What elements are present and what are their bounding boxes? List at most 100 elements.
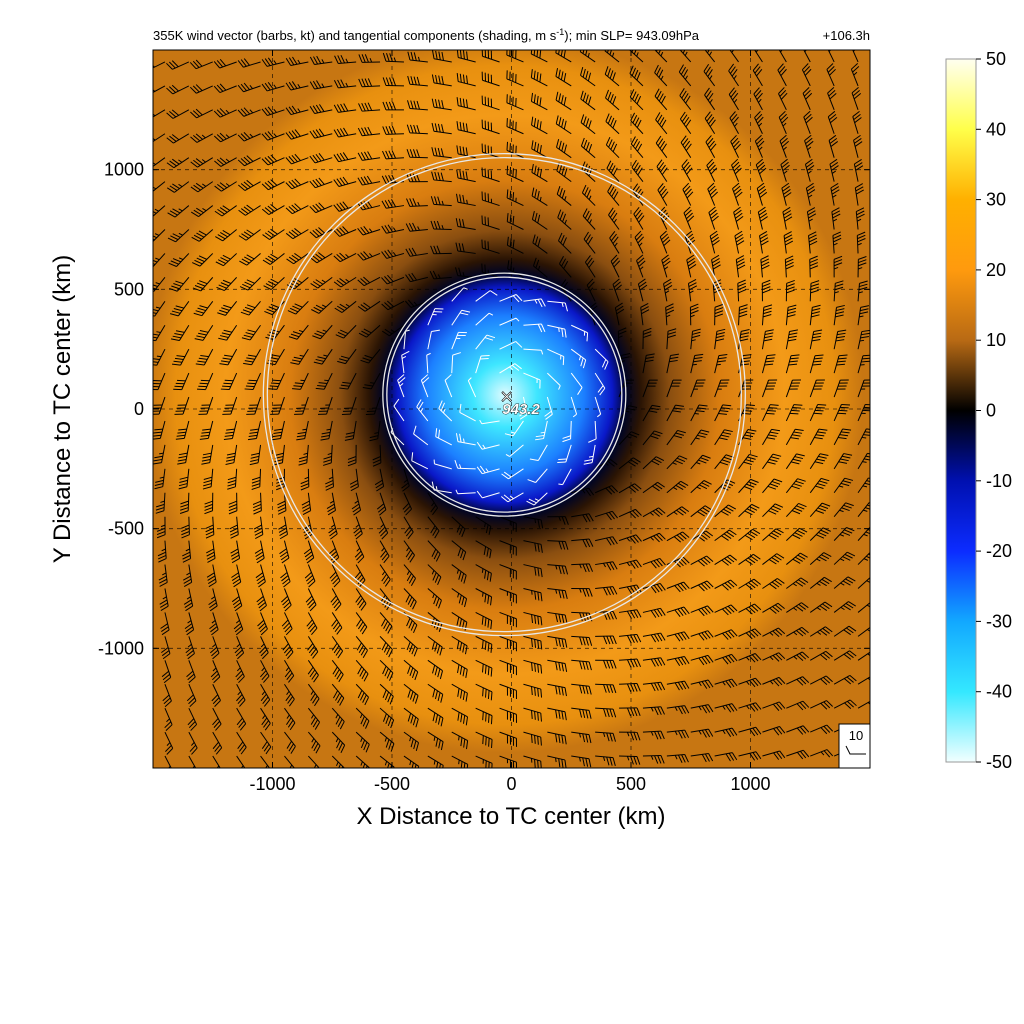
wind-barb <box>705 135 717 158</box>
barb-feather <box>156 503 165 508</box>
barb-feather <box>388 649 393 658</box>
wind-barb <box>153 133 166 143</box>
barb-feather <box>169 110 177 118</box>
barb-feather <box>188 697 196 705</box>
barb-feather <box>192 262 201 267</box>
barb-feather <box>537 543 540 553</box>
barb-feather <box>808 213 817 219</box>
wind-barb <box>785 279 795 302</box>
barb-feather <box>340 329 349 334</box>
barb-feather <box>315 203 322 211</box>
barb-feather <box>430 245 435 254</box>
wind-barb <box>430 245 452 255</box>
barb-feather <box>277 503 286 509</box>
barb-half-feather <box>709 51 713 56</box>
barb-feather <box>760 216 768 222</box>
barb-feather <box>699 509 708 515</box>
wind-barb <box>735 255 746 278</box>
barb-feather <box>714 310 724 315</box>
barb-half-feather <box>861 436 867 439</box>
barb-feather <box>283 581 291 588</box>
barb-feather <box>830 162 839 168</box>
wind-barb <box>475 354 490 374</box>
barb-feather <box>843 504 852 509</box>
barb-feather <box>767 461 776 465</box>
wind-barb <box>571 563 594 573</box>
barb-feather <box>433 595 438 605</box>
barb-feather <box>155 507 165 511</box>
barb-feather <box>227 479 237 484</box>
barb-feather <box>312 281 321 287</box>
barb-feather <box>717 360 726 363</box>
wind-barb <box>349 468 359 492</box>
wind-barb <box>456 97 476 111</box>
wind-barb <box>588 420 597 443</box>
wind-barb <box>431 147 452 159</box>
barb-feather <box>218 284 227 289</box>
barb-feather <box>784 237 793 243</box>
barb-half-feather <box>510 431 516 434</box>
barb-feather <box>690 310 699 315</box>
barb-feather <box>700 558 708 566</box>
barb-feather <box>765 329 774 332</box>
barb-feather <box>794 507 803 512</box>
barb-feather <box>414 671 419 681</box>
barb-feather <box>270 303 279 308</box>
barb-feather <box>716 328 726 332</box>
wind-barb <box>571 683 592 695</box>
barb-feather <box>194 285 204 289</box>
wind-barb <box>581 184 596 206</box>
barb-feather <box>363 151 370 160</box>
wind-barb <box>759 230 769 254</box>
barb-feather <box>171 84 179 92</box>
wind-barb <box>231 564 242 588</box>
barb-feather <box>659 117 665 125</box>
wind-barb <box>451 287 468 302</box>
barb-feather <box>364 697 370 706</box>
barb-feather <box>775 653 783 661</box>
wind-barb <box>499 317 520 326</box>
barb-feather <box>246 279 255 284</box>
wind-barb <box>379 564 391 587</box>
wind-barb <box>547 516 569 525</box>
barb-feather <box>405 223 411 232</box>
barb-feather <box>612 96 617 105</box>
wind-barb <box>430 220 452 230</box>
barb-feather <box>291 229 299 236</box>
wind-barb <box>161 660 172 684</box>
wind-barb <box>595 510 618 521</box>
barb-feather <box>636 95 642 105</box>
barb-feather <box>768 407 778 409</box>
barb-feather <box>604 361 609 370</box>
barb-feather <box>680 681 687 690</box>
wind-barb <box>738 677 762 688</box>
wind-barb <box>506 70 524 87</box>
wind-barb <box>170 324 190 342</box>
barb-feather <box>202 452 212 456</box>
barb-half-feather <box>186 596 191 600</box>
barb-feather <box>733 164 741 172</box>
barb-feather <box>772 453 782 457</box>
barb-feather <box>288 231 296 238</box>
barb-staff <box>427 331 432 350</box>
barb-feather <box>484 570 487 579</box>
barb-feather <box>272 379 281 382</box>
wind-barb <box>261 203 285 216</box>
barb-feather <box>215 747 223 755</box>
barb-half-feather <box>178 159 183 163</box>
wind-barb <box>642 607 666 618</box>
barb-half-feather <box>696 486 701 490</box>
barb-feather <box>411 272 418 281</box>
barb-feather <box>456 145 459 154</box>
barb-feather <box>367 78 373 87</box>
barb-feather <box>670 353 680 356</box>
barb-feather <box>333 80 339 89</box>
barb-half-feather <box>716 363 721 366</box>
barb-feather <box>438 51 441 60</box>
wind-barb <box>382 52 404 63</box>
barb-feather <box>629 50 631 51</box>
wind-barb <box>523 516 544 529</box>
wind-barb <box>804 134 814 158</box>
wind-barb <box>268 372 285 390</box>
barb-feather <box>212 741 219 750</box>
